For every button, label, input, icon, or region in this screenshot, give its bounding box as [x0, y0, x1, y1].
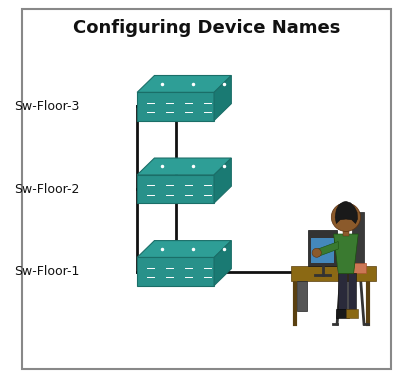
Bar [308, 230, 337, 266]
Text: Sw-Floor-1: Sw-Floor-1 [14, 265, 80, 278]
Bar [336, 309, 349, 318]
Polygon shape [137, 240, 231, 257]
Circle shape [331, 203, 360, 231]
Bar [297, 281, 308, 311]
Polygon shape [214, 240, 231, 286]
Polygon shape [137, 92, 214, 121]
Polygon shape [334, 234, 358, 273]
Bar [338, 273, 347, 311]
Bar [343, 226, 349, 236]
Text: Sw-Floor-2: Sw-Floor-2 [14, 183, 80, 195]
Polygon shape [214, 158, 231, 203]
Bar [348, 273, 356, 311]
Polygon shape [352, 212, 364, 264]
Polygon shape [137, 76, 231, 92]
Polygon shape [335, 201, 358, 223]
Polygon shape [214, 76, 231, 121]
Polygon shape [137, 175, 214, 203]
Bar [311, 238, 334, 263]
Text: Configuring Device Names: Configuring Device Names [73, 19, 340, 37]
Polygon shape [318, 242, 338, 257]
Text: Sw-Floor-3: Sw-Floor-3 [14, 100, 80, 113]
Bar [346, 309, 358, 318]
Polygon shape [137, 158, 231, 175]
Bar [337, 263, 366, 273]
Bar [291, 266, 376, 281]
Circle shape [312, 248, 321, 257]
Polygon shape [137, 257, 214, 286]
